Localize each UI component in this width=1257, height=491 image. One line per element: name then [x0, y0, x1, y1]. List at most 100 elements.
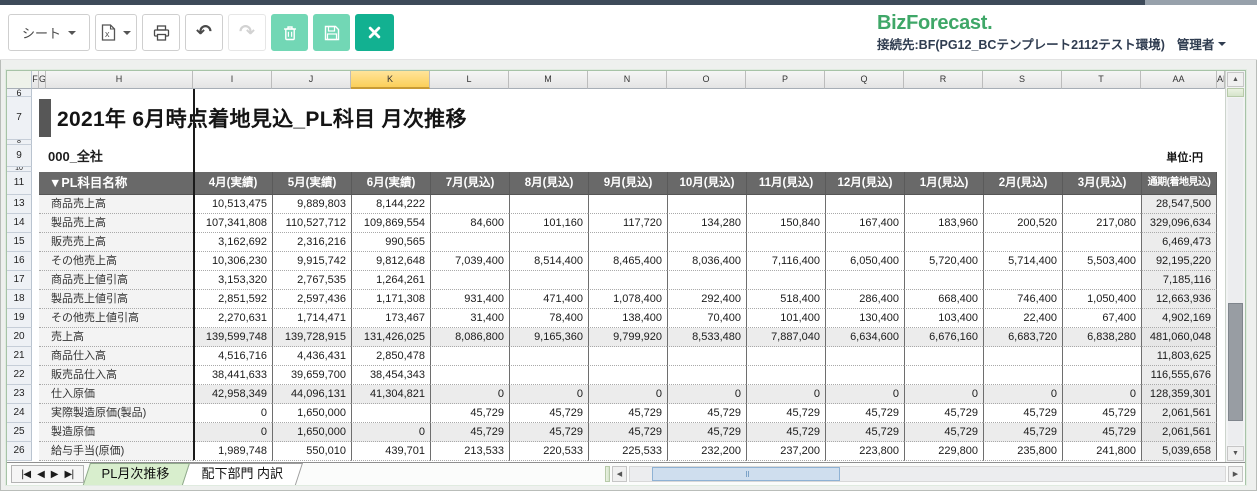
column-letter[interactable]: P — [746, 71, 825, 89]
account-name-cell[interactable]: 仕入原価 — [39, 385, 193, 404]
value-cell[interactable] — [746, 347, 825, 366]
value-cell[interactable]: 11,803,625 — [1141, 347, 1217, 366]
value-cell[interactable] — [904, 347, 983, 366]
value-cell[interactable]: 9,915,742 — [272, 252, 351, 271]
value-cell[interactable] — [509, 271, 588, 290]
value-cell[interactable]: 232,200 — [667, 442, 746, 461]
save-button[interactable] — [313, 14, 351, 51]
value-cell[interactable]: 45,729 — [1062, 404, 1141, 423]
print-button[interactable] — [142, 14, 181, 51]
value-cell[interactable] — [983, 347, 1062, 366]
value-cell[interactable] — [509, 347, 588, 366]
value-cell[interactable]: 1,264,261 — [351, 271, 430, 290]
account-name-cell[interactable]: 給与手当(原価) — [39, 442, 193, 461]
value-cell[interactable] — [746, 366, 825, 385]
value-cell[interactable]: 45,729 — [825, 404, 904, 423]
scroll-right-button[interactable]: ▶ — [1228, 466, 1243, 482]
month-header-cell[interactable]: 2月(見込) — [983, 172, 1062, 195]
value-cell[interactable] — [983, 233, 1062, 252]
column-letter[interactable]: L — [430, 71, 509, 89]
value-cell[interactable]: 0 — [904, 385, 983, 404]
value-cell[interactable]: 9,812,648 — [351, 252, 430, 271]
value-cell[interactable]: 2,316,216 — [272, 233, 351, 252]
vertical-scroll-thumb[interactable] — [1228, 303, 1243, 421]
value-cell[interactable]: 220,533 — [509, 442, 588, 461]
delete-button[interactable] — [271, 14, 309, 51]
value-cell[interactable]: 101,400 — [746, 309, 825, 328]
value-cell[interactable]: 1,171,308 — [351, 290, 430, 309]
column-letter[interactable]: S — [983, 71, 1062, 89]
column-letter[interactable]: I — [193, 71, 272, 89]
row-number[interactable]: 22 — [7, 366, 32, 385]
month-header-cell[interactable]: 11月(見込) — [746, 172, 825, 195]
tab-pl-monthly[interactable]: PL月次推移 — [82, 463, 190, 485]
row-number[interactable]: 7 — [7, 97, 32, 140]
value-cell[interactable]: 45,729 — [904, 423, 983, 442]
value-cell[interactable]: 235,800 — [983, 442, 1062, 461]
horizontal-scroll-thumb[interactable] — [652, 467, 840, 481]
value-cell[interactable] — [667, 271, 746, 290]
value-cell[interactable] — [746, 195, 825, 214]
value-cell[interactable] — [983, 195, 1062, 214]
column-letter[interactable]: Q — [825, 71, 904, 89]
value-cell[interactable]: 2,851,592 — [193, 290, 272, 309]
value-cell[interactable] — [825, 366, 904, 385]
row-number[interactable]: 6 — [7, 89, 32, 97]
vertical-scrollbar[interactable]: ▲ ▼ — [1225, 71, 1245, 462]
value-cell[interactable]: 45,729 — [509, 423, 588, 442]
value-cell[interactable]: 45,729 — [588, 404, 667, 423]
account-name-cell[interactable]: 売上高 — [39, 328, 193, 347]
value-cell[interactable] — [904, 233, 983, 252]
value-cell[interactable]: 110,527,712 — [272, 214, 351, 233]
value-cell[interactable]: 78,400 — [509, 309, 588, 328]
value-cell[interactable]: 931,400 — [430, 290, 509, 309]
value-cell[interactable]: 292,400 — [667, 290, 746, 309]
value-cell[interactable]: 2,850,478 — [351, 347, 430, 366]
value-cell[interactable]: 217,080 — [1062, 214, 1141, 233]
value-cell[interactable]: 668,400 — [904, 290, 983, 309]
last-sheet-icon[interactable]: ▶| — [64, 468, 74, 480]
value-cell[interactable]: 134,280 — [667, 214, 746, 233]
value-cell[interactable] — [825, 271, 904, 290]
value-cell[interactable] — [1062, 347, 1141, 366]
value-cell[interactable] — [588, 366, 667, 385]
value-cell[interactable] — [667, 347, 746, 366]
value-cell[interactable]: 7,116,400 — [746, 252, 825, 271]
value-cell[interactable]: 6,469,473 — [1141, 233, 1217, 252]
value-cell[interactable]: 0 — [351, 423, 430, 442]
value-cell[interactable]: 45,729 — [983, 404, 1062, 423]
entity-row-cells[interactable]: 000_全社 単位:円 — [32, 145, 1225, 167]
value-cell[interactable]: 107,341,808 — [193, 214, 272, 233]
value-cell[interactable]: 5,039,658 — [1141, 442, 1217, 461]
column-letter[interactable]: F — [32, 71, 39, 89]
value-cell[interactable]: 8,144,222 — [351, 195, 430, 214]
value-cell[interactable]: 2,597,436 — [272, 290, 351, 309]
value-cell[interactable]: 7,185,116 — [1141, 271, 1217, 290]
horizontal-scroll-track[interactable] — [629, 466, 1226, 482]
value-cell[interactable]: 12,663,936 — [1141, 290, 1217, 309]
value-cell[interactable]: 45,729 — [667, 423, 746, 442]
value-cell[interactable] — [667, 366, 746, 385]
value-cell[interactable] — [1062, 271, 1141, 290]
value-cell[interactable]: 45,729 — [430, 404, 509, 423]
column-letter[interactable]: J — [272, 71, 351, 89]
value-cell[interactable]: 0 — [825, 385, 904, 404]
horizontal-split-handle[interactable] — [605, 466, 610, 482]
value-cell[interactable]: 44,096,131 — [272, 385, 351, 404]
month-header-cell[interactable]: 10月(見込) — [667, 172, 746, 195]
account-name-cell[interactable]: 販売売上高 — [39, 233, 193, 252]
value-cell[interactable]: 1,078,400 — [588, 290, 667, 309]
value-cell[interactable]: 225,533 — [588, 442, 667, 461]
column-letter[interactable]: AA — [1141, 71, 1217, 89]
redo-button[interactable]: ↷ — [228, 14, 267, 51]
account-name-cell[interactable]: 商品仕入高 — [39, 347, 193, 366]
excel-export-button[interactable]: x — [95, 14, 138, 51]
value-cell[interactable] — [430, 195, 509, 214]
value-cell[interactable]: 1,050,400 — [1062, 290, 1141, 309]
previous-sheet-icon[interactable]: ◀ — [37, 468, 45, 480]
value-cell[interactable]: 2,767,535 — [272, 271, 351, 290]
value-cell[interactable]: 7,887,040 — [746, 328, 825, 347]
close-button[interactable] — [355, 14, 395, 51]
value-cell[interactable] — [509, 233, 588, 252]
value-cell[interactable] — [1062, 233, 1141, 252]
